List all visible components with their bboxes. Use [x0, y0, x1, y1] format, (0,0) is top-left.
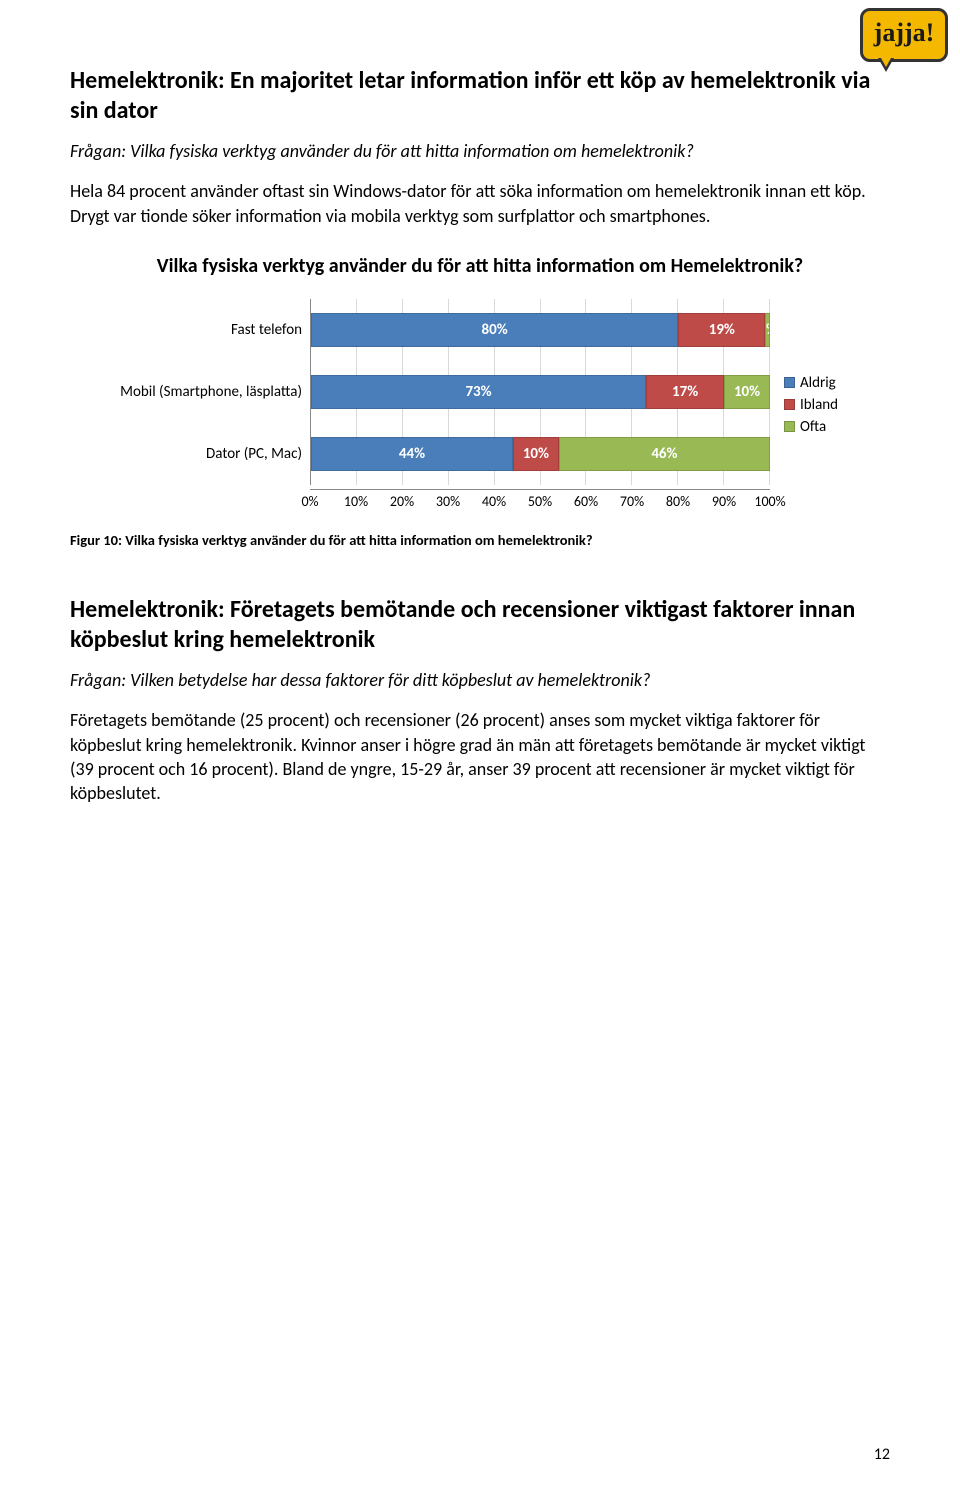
legend-item: Ibland [784, 396, 850, 414]
section2-heading: Hemelektronik: Företagets bemötande och … [70, 595, 890, 655]
chart-legend: Aldrig Ibland Ofta [770, 370, 850, 440]
x-tick-label: 60% [574, 493, 598, 510]
category-label: Dator (PC, Mac) [110, 446, 310, 463]
bar-segment: 1% [765, 313, 770, 347]
x-tick-label: 20% [390, 493, 414, 510]
bar-segment: 44% [311, 437, 513, 471]
section1-heading: Hemelektronik: En majoritet letar inform… [70, 66, 890, 126]
page-number: 12 [874, 1445, 890, 1464]
brand-logo: jajja! [860, 8, 948, 62]
legend-label: Aldrig [800, 374, 836, 392]
category-label: Fast telefon [110, 322, 310, 339]
bar-segment: 80% [311, 313, 678, 347]
brand-logo-text: jajja! [860, 8, 948, 62]
stacked-bar-chart: Vilka fysiska verktyg använder du för at… [110, 254, 850, 511]
x-tick-label: 10% [344, 493, 368, 510]
legend-label: Ofta [800, 418, 826, 436]
section2-question: Frågan: Vilken betydelse har dessa fakto… [70, 669, 890, 692]
chart-row: Fast telefon80%19%1% [110, 299, 770, 361]
x-tick-label: 30% [436, 493, 460, 510]
legend-swatch [784, 399, 795, 410]
chart-caption: Figur 10: Vilka fysiska verktyg använder… [70, 531, 890, 549]
section1-question: Frågan: Vilka fysiska verktyg använder d… [70, 140, 890, 163]
legend-label: Ibland [800, 396, 838, 414]
legend-item: Ofta [784, 418, 850, 436]
x-tick-label: 100% [754, 493, 785, 510]
bar-segment: 17% [646, 375, 724, 409]
x-axis: 0%10%20%30%40%50%60%70%80%90%100% [310, 489, 770, 511]
chart-title: Vilka fysiska verktyg använder du för at… [110, 254, 850, 279]
category-label: Mobil (Smartphone, läsplatta) [110, 384, 310, 401]
bar-segment: 46% [559, 437, 770, 471]
x-tick-label: 50% [528, 493, 552, 510]
x-tick-label: 90% [712, 493, 736, 510]
chart-row: Mobil (Smartphone, läsplatta)73%17%10% [110, 361, 770, 423]
legend-swatch [784, 377, 795, 388]
chart-row: Dator (PC, Mac)44%10%46% [110, 423, 770, 485]
legend-item: Aldrig [784, 374, 850, 392]
bar-segment: 73% [311, 375, 646, 409]
x-tick-label: 40% [482, 493, 506, 510]
bar-segment: 10% [513, 437, 559, 471]
x-tick-label: 80% [666, 493, 690, 510]
x-tick-label: 0% [301, 493, 318, 510]
section1-body: Hela 84 procent använder oftast sin Wind… [70, 179, 890, 228]
bar-segment: 10% [724, 375, 770, 409]
legend-swatch [784, 421, 795, 432]
x-tick-label: 70% [620, 493, 644, 510]
section2-body: Företagets bemötande (25 procent) och re… [70, 708, 890, 805]
bar-segment: 19% [678, 313, 765, 347]
